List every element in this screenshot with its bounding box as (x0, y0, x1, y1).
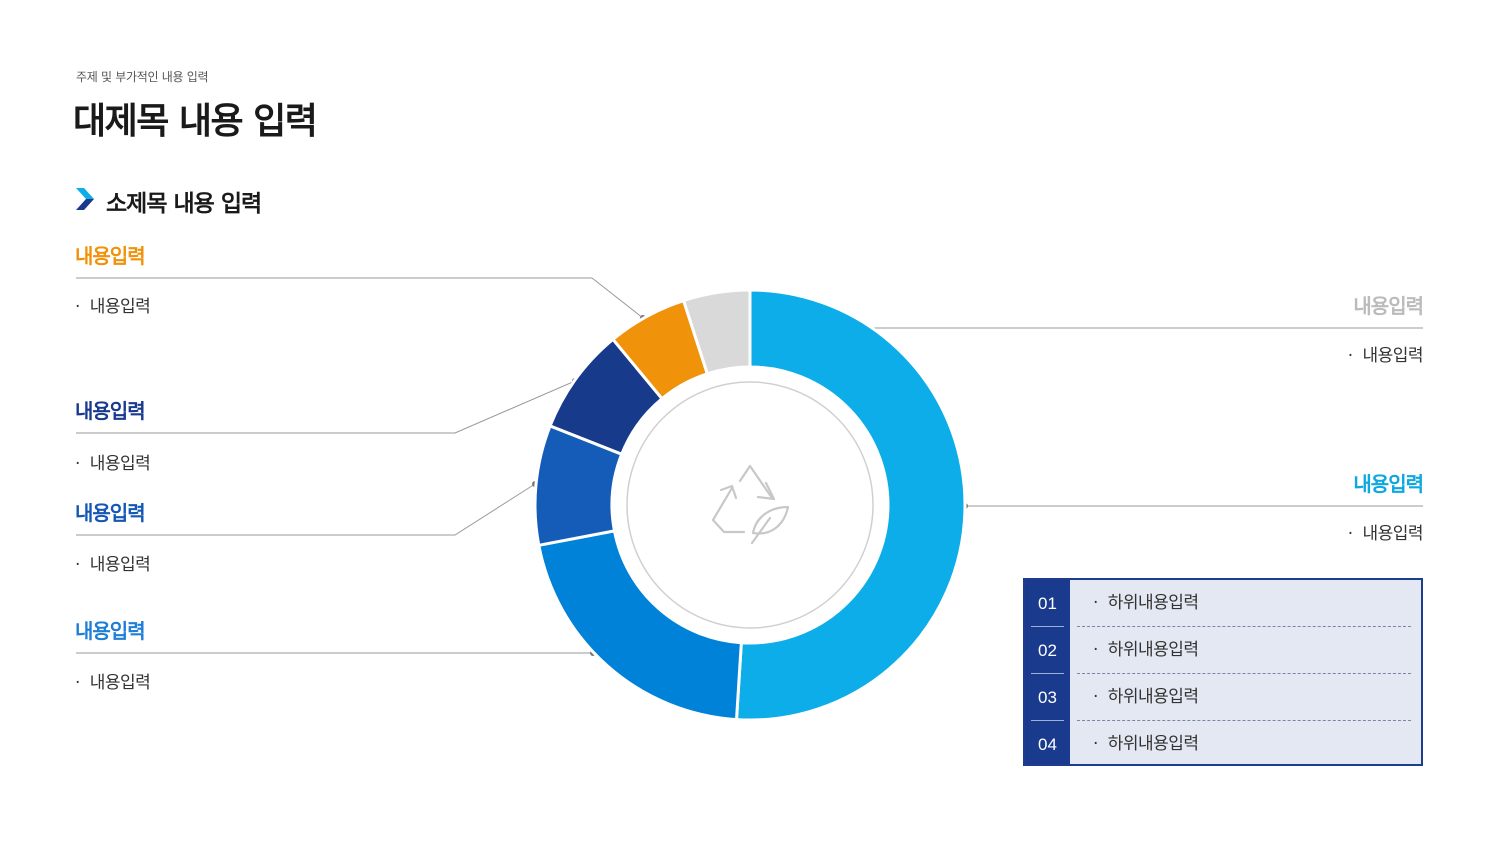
row-number: 04 (1038, 735, 1057, 754)
slice-item-sky: · 내용입력 (1347, 524, 1424, 544)
slice-label-orange: 내용입력 (75, 244, 146, 268)
page-title: 대제목 내용 입력 (73, 101, 318, 142)
chevron-right-icon (76, 188, 94, 210)
subtitle: 주제 및 부가적인 내용 입력 (76, 70, 209, 84)
row-text: · 하위내용입력 (1093, 593, 1199, 613)
row-text-value: 하위내용입력 (1107, 640, 1199, 660)
slice-label-mid-blue: 내용입력 (75, 501, 146, 525)
leader-line-orange (76, 277, 644, 319)
slice-item-blue: · 내용입력 (75, 673, 151, 693)
row-text-value: 하위내용입력 (1107, 593, 1199, 613)
slice-item-text: 내용입력 (89, 454, 151, 474)
slice-item-gray: · 내용입력 (1347, 346, 1424, 366)
number-divider (1031, 626, 1064, 627)
row-number: 03 (1038, 688, 1057, 707)
slice-item-text: 내용입력 (1362, 346, 1423, 366)
slice-label-sky: 내용입력 (1353, 472, 1424, 496)
table-row: 01 · 하위내용입력 (1025, 580, 1421, 627)
row-number: 01 (1038, 594, 1057, 613)
slice-item-text: 내용입력 (1362, 524, 1423, 544)
number-divider (1031, 720, 1064, 721)
slice-item-text: 내용입력 (89, 297, 151, 317)
table-row: 03 · 하위내용입력 (1025, 674, 1421, 721)
row-text-value: 하위내용입력 (1107, 687, 1199, 707)
slice-label-navy: 내용입력 (75, 399, 146, 423)
row-text: · 하위내용입력 (1093, 687, 1199, 707)
sub-content-table: 01 · 하위내용입력 02 · 하위내용입력 03 · 하위내용입력 04 ·… (1023, 578, 1423, 766)
slice-item-text: 내용입력 (89, 555, 151, 575)
row-text-value: 하위내용입력 (1107, 734, 1199, 754)
table-row: 04 · 하위내용입력 (1025, 721, 1421, 768)
donut-inner-ring (626, 381, 874, 629)
slice-item-mid-blue: · 내용입력 (75, 555, 151, 575)
number-divider (1031, 673, 1064, 674)
table-row: 02 · 하위내용입력 (1025, 627, 1421, 674)
donut-slice-s1 (734, 288, 967, 722)
row-text: · 하위내용입력 (1093, 640, 1199, 660)
row-text: · 하위내용입력 (1093, 734, 1199, 754)
slice-item-navy: · 내용입력 (75, 454, 151, 474)
number-column (1025, 580, 1070, 764)
row-divider (1077, 673, 1411, 674)
row-divider (1077, 626, 1411, 627)
slice-item-text: 내용입력 (89, 673, 151, 693)
row-number: 02 (1038, 641, 1057, 660)
donut-slice-s2 (537, 529, 743, 722)
slice-label-gray: 내용입력 (1353, 294, 1424, 318)
leader-line-navy (76, 380, 576, 434)
leader-line-mid-blue (76, 483, 536, 536)
slice-item-orange: · 내용입력 (75, 297, 151, 317)
donut-slices (533, 288, 967, 722)
donut-slice-s6 (681, 288, 752, 376)
recycle-leaf-icon (711, 464, 790, 545)
slice-label-blue: 내용입력 (75, 619, 146, 643)
row-divider (1077, 720, 1411, 721)
section-title: 소제목 내용 입력 (106, 191, 262, 217)
